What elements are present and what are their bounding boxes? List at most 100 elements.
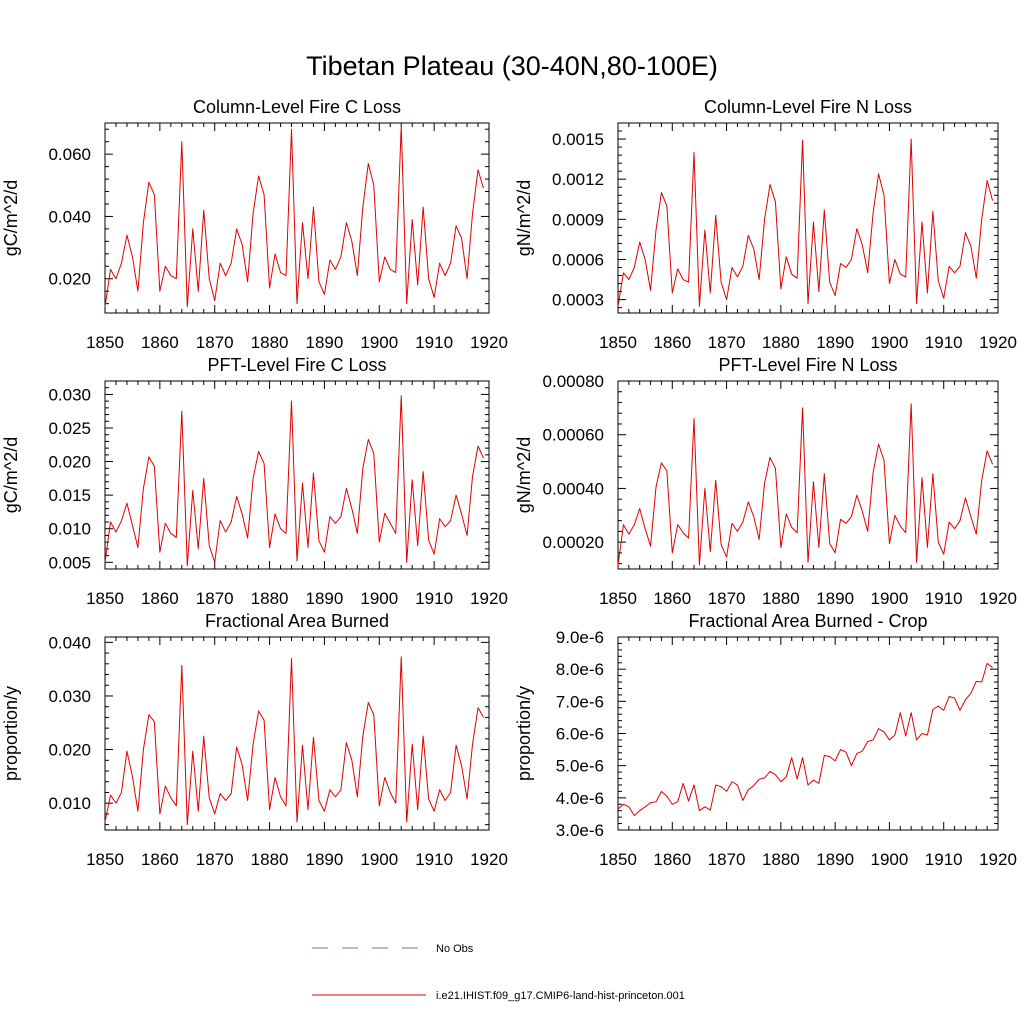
plot-frame (104, 122, 490, 314)
panel-title: Fractional Area Burned (205, 611, 389, 631)
series-line (104, 395, 484, 567)
panel-pft-level-fire-n-loss: PFT-Level Fire N Loss gN/m^2/d 1850 1860 187… (514, 355, 1017, 608)
plot-frame (617, 122, 999, 314)
panel-title: PFT-Level Fire C Loss (207, 355, 386, 375)
y-tick-label: 0.040 (48, 633, 91, 652)
panel-grid: Column-Level Fire C Loss gC/m^2/d 1850 1860… (1, 97, 1017, 869)
x-tick-label: 1870 (708, 333, 746, 352)
y-tick-label: 0.010 (48, 794, 91, 813)
x-tick-label: 1900 (871, 333, 909, 352)
x-tick-label: 1890 (306, 589, 344, 608)
y-tick-label: 6.0e-6 (556, 725, 604, 744)
x-tick-label: 1860 (141, 333, 179, 352)
y-tick-label: 0.0003 (552, 291, 604, 310)
x-tick-label: 1850 (599, 850, 637, 869)
x-tick-label: 1870 (708, 589, 746, 608)
y-tick-label: 3.0e-6 (556, 821, 604, 840)
x-tick-label: 1870 (196, 333, 234, 352)
legend: No Obs i.e21.IHIST.f09_g17.CMIP6-land-hi… (312, 943, 685, 1002)
plot-frame (104, 636, 490, 831)
x-tick-label: 1900 (360, 850, 398, 869)
x-tick-label: 1900 (360, 589, 398, 608)
y-axis-label: proportion/y (1, 686, 21, 781)
y-axis-label: proportion/y (514, 686, 534, 781)
series-line (617, 403, 994, 566)
y-tick-label: 0.0009 (552, 210, 604, 229)
x-tick-label: 1890 (306, 850, 344, 869)
y-tick-label: 0.005 (48, 553, 91, 572)
x-tick-label: 1910 (925, 333, 963, 352)
y-tick-label: 9.0e-6 (556, 628, 604, 647)
x-tick-label: 1900 (871, 589, 909, 608)
panel-title: Column-Level Fire N Loss (704, 97, 912, 117)
x-tick-label: 1920 (470, 589, 508, 608)
x-tick-label: 1920 (470, 333, 508, 352)
y-tick-label: 0.0006 (552, 250, 604, 269)
x-tick-label: 1890 (816, 850, 854, 869)
x-tick-label: 1860 (141, 589, 179, 608)
y-tick-label: 0.025 (48, 419, 91, 438)
y-tick-label: 0.0015 (552, 130, 604, 149)
panel-title: Column-Level Fire C Loss (193, 97, 401, 117)
panel-title: Fractional Area Burned - Crop (688, 611, 927, 631)
x-tick-label: 1920 (470, 850, 508, 869)
x-tick-label: 1880 (762, 589, 800, 608)
series-line (617, 138, 994, 307)
y-tick-label: 0.060 (48, 145, 91, 164)
x-tick-label: 1860 (653, 589, 691, 608)
panel-title: PFT-Level Fire N Loss (718, 355, 897, 375)
x-tick-label: 1910 (415, 589, 453, 608)
y-tick-label: 8.0e-6 (556, 660, 604, 679)
x-tick-label: 1920 (979, 589, 1017, 608)
plot-frame (104, 380, 490, 570)
x-tick-label: 1910 (415, 333, 453, 352)
x-tick-label: 1870 (708, 850, 746, 869)
x-tick-label: 1850 (86, 850, 124, 869)
panel-fractional-area-burned: Fractional Area Burned proportion/y 1850 18… (1, 611, 508, 869)
x-tick-label: 1850 (599, 333, 637, 352)
y-tick-label: 4.0e-6 (556, 789, 604, 808)
x-tick-label: 1910 (925, 589, 963, 608)
y-tick-label: 7.0e-6 (556, 692, 604, 711)
y-axis-label: gC/m^2/d (1, 437, 21, 513)
x-tick-label: 1920 (979, 333, 1017, 352)
y-tick-label: 0.040 (48, 207, 91, 226)
x-tick-label: 1860 (653, 333, 691, 352)
x-tick-label: 1890 (816, 589, 854, 608)
y-tick-label: 0.00080 (543, 372, 604, 391)
x-tick-label: 1880 (251, 589, 289, 608)
y-tick-label: 0.030 (48, 385, 91, 404)
y-tick-label: 0.00060 (543, 426, 604, 445)
y-tick-label: 5.0e-6 (556, 757, 604, 776)
y-tick-label: 0.020 (48, 270, 91, 289)
x-tick-label: 1850 (86, 589, 124, 608)
x-tick-label: 1850 (86, 333, 124, 352)
x-tick-label: 1880 (251, 850, 289, 869)
series-line (104, 125, 484, 308)
y-axis-label: gN/m^2/d (514, 180, 534, 256)
x-tick-label: 1870 (196, 850, 234, 869)
plot-frame (617, 380, 999, 570)
y-axis-label: gC/m^2/d (1, 180, 21, 256)
x-tick-label: 1860 (141, 850, 179, 869)
legend-label-model-run: i.e21.IHIST.f09_g17.CMIP6-land-hist-prin… (436, 990, 685, 1002)
y-tick-label: 0.010 (48, 520, 91, 539)
x-tick-label: 1880 (762, 850, 800, 869)
y-axis-label: gN/m^2/d (514, 437, 534, 513)
legend-label-no-obs: No Obs (436, 943, 474, 955)
y-tick-label: 0.015 (48, 486, 91, 505)
x-tick-label: 1900 (871, 850, 909, 869)
x-tick-label: 1880 (762, 333, 800, 352)
y-tick-label: 0.020 (48, 453, 91, 472)
x-tick-label: 1880 (251, 333, 289, 352)
panel-column-level-fire-c-loss: Column-Level Fire C Loss gC/m^2/d 1850 1860… (1, 97, 508, 352)
panel-column-level-fire-n-loss: Column-Level Fire N Loss gN/m^2/d 1850 1860… (514, 97, 1017, 352)
plot-frame (617, 636, 999, 831)
y-tick-label: 0.00040 (543, 479, 604, 498)
y-tick-label: 0.030 (48, 687, 91, 706)
x-tick-label: 1910 (925, 850, 963, 869)
y-tick-label: 0.0012 (552, 170, 604, 189)
x-tick-label: 1920 (979, 850, 1017, 869)
series-line (617, 662, 993, 817)
